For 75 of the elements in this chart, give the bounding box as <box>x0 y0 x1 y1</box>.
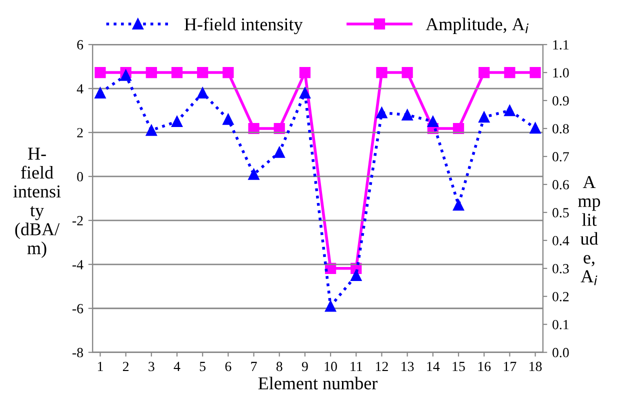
y-tick-label: 2 <box>77 128 83 138</box>
legend-label: H-field intensity <box>184 18 303 34</box>
point <box>248 122 260 134</box>
point <box>452 122 464 134</box>
y-axis-title: H- field intensi ty (dBA/ m) <box>13 148 61 258</box>
point <box>427 116 438 128</box>
y2-tick-label: 0.9 <box>552 96 569 106</box>
y2-tick-label: 0.4 <box>552 236 570 246</box>
point <box>324 300 336 312</box>
x-tick-label: 17 <box>504 362 516 372</box>
point <box>376 66 388 78</box>
x-tick-label: 9 <box>302 362 308 372</box>
point <box>350 270 362 281</box>
x-tick-label: 8 <box>276 362 282 372</box>
point <box>120 70 132 81</box>
x-tick-label: 14 <box>427 362 440 372</box>
x-tick-label: 3 <box>148 362 154 372</box>
x-tick-label: 7 <box>251 362 257 372</box>
y2-tick-label: 1.1 <box>553 40 569 50</box>
point <box>94 87 106 98</box>
y-tick-label: 4 <box>76 84 84 94</box>
x-tick-label: 12 <box>376 362 388 372</box>
point <box>197 87 208 98</box>
y2-tick-label: 0.0 <box>552 348 569 358</box>
x-tick-label: 2 <box>122 362 129 372</box>
point <box>478 66 490 78</box>
point <box>248 168 260 180</box>
y2-tick-label: 1.0 <box>553 68 569 78</box>
x-tick-label: 11 <box>350 362 362 372</box>
y2-tick-label: 0.3 <box>552 264 569 274</box>
point <box>504 66 516 78</box>
point <box>530 66 541 78</box>
y-tick-label: -2 <box>72 216 83 226</box>
y2-axis-title: A mp lit ud e, A$_{i}$ <box>578 176 600 286</box>
x-axis-title: Element number <box>258 376 378 390</box>
point <box>171 116 183 128</box>
x-tick-label: 18 <box>530 362 542 372</box>
point <box>530 122 541 134</box>
y-tick-label: -6 <box>72 304 84 314</box>
point <box>402 109 413 120</box>
y2-tick-label: 0.7 <box>552 152 569 162</box>
point <box>402 66 413 78</box>
x-tick-label: 1 <box>98 362 103 372</box>
point <box>146 124 157 136</box>
point <box>274 122 285 134</box>
point <box>452 199 464 211</box>
y2-tick-label: 0.5 <box>552 208 569 218</box>
x-tick-label: 6 <box>225 362 232 372</box>
x-tick-label: 16 <box>478 362 491 372</box>
point <box>94 66 106 78</box>
y2-tick-label: 0.6 <box>552 180 569 190</box>
point <box>222 114 234 125</box>
y-tick-label: 0 <box>77 172 83 182</box>
x-tick-label: 10 <box>324 362 337 372</box>
x-tick-label: 4 <box>174 362 180 372</box>
x-tick-label: 5 <box>200 362 206 372</box>
y2-tick-label: 0.1 <box>552 320 569 330</box>
point <box>504 104 516 116</box>
point <box>299 87 311 98</box>
y-tick-label: -8 <box>72 348 83 358</box>
point <box>299 66 311 78</box>
x-tick-label: 13 <box>402 362 414 372</box>
legend-label: Amplitude, A$_{i}$ <box>426 18 528 34</box>
point <box>171 66 183 78</box>
y-tick-label: -4 <box>72 260 84 270</box>
y2-tick-label: 0.2 <box>552 292 569 302</box>
y-tick-label: 6 <box>77 40 84 50</box>
point <box>197 66 208 78</box>
point <box>274 146 285 158</box>
point <box>146 66 157 78</box>
y2-tick-label: 0.8 <box>552 124 569 134</box>
point <box>376 107 388 118</box>
point <box>478 112 490 123</box>
point <box>222 66 234 78</box>
x-tick-label: 15 <box>452 362 465 372</box>
